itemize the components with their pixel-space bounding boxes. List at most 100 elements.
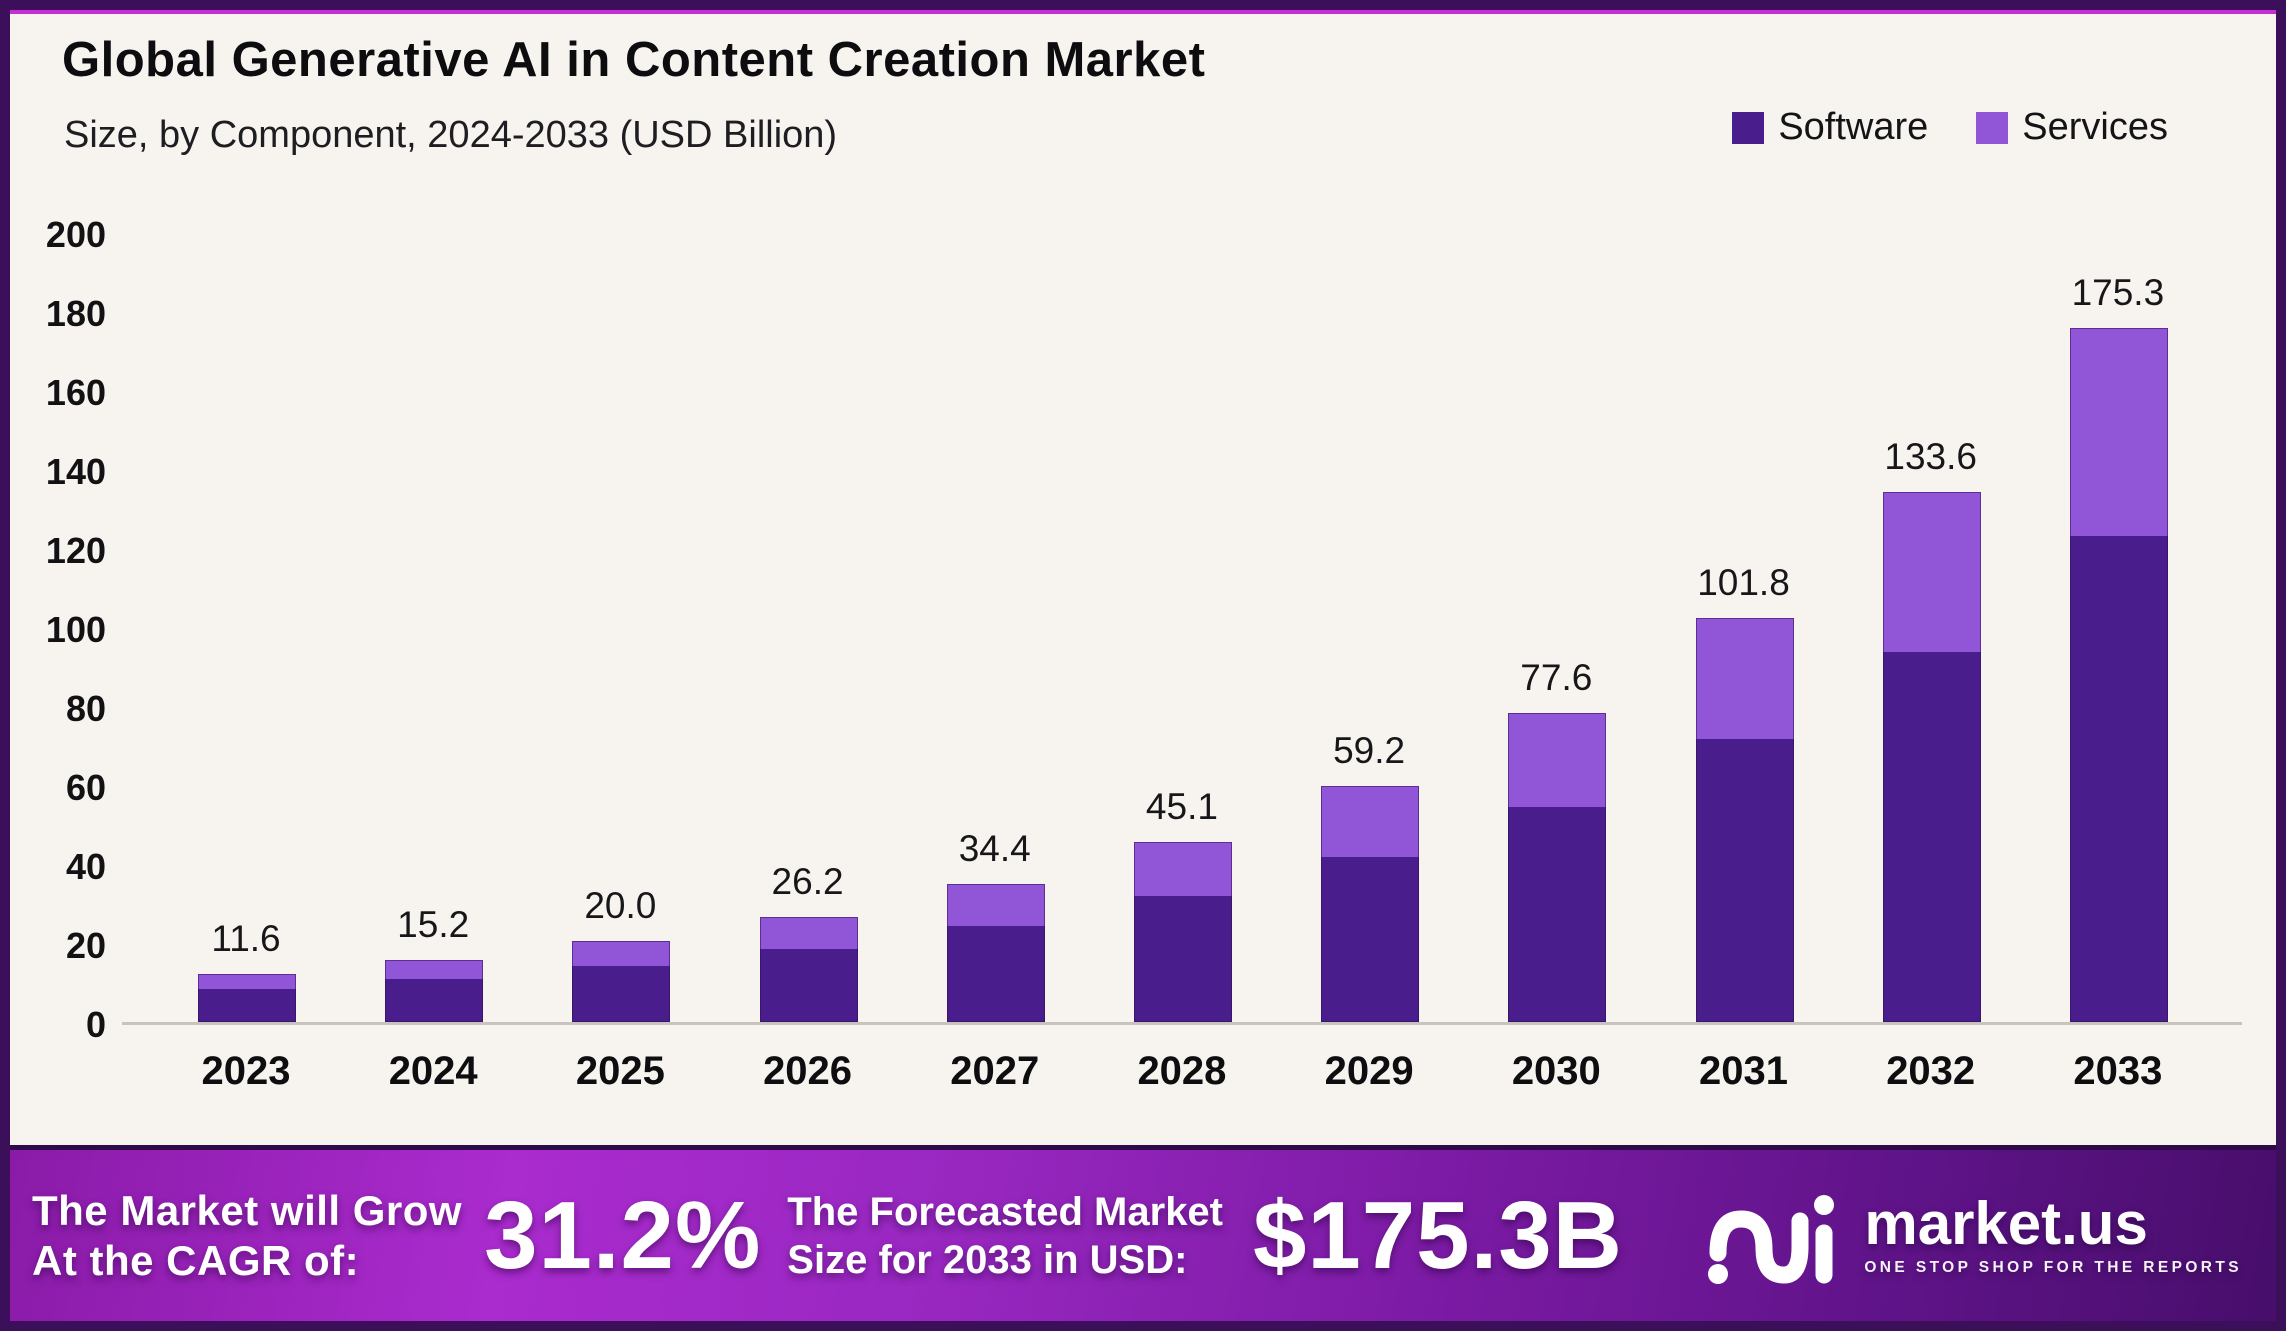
legend-label-services: Services <box>2022 106 2168 148</box>
y-tick-label-140: 140 <box>45 451 106 492</box>
total-label-2030: 77.6 <box>1520 657 1593 699</box>
total-label-2024: 15.2 <box>397 903 470 945</box>
forecast-caption: The Forecasted Market Size for 2033 in U… <box>787 1188 1223 1284</box>
footer-banner: The Market will Grow At the CAGR of: 31.… <box>10 1145 2276 1321</box>
y-axis: 0 20 40 60 80 100 120 140 160 180 200 <box>10 215 118 1045</box>
bar-segment-software-2028 <box>1133 896 1232 1022</box>
bar-stack-2024 <box>385 959 484 1022</box>
bar-group-2028: 45.1 2028 <box>1102 785 1262 1093</box>
bar-segment-services-2027 <box>946 884 1045 926</box>
bar-segment-services-2031 <box>1695 617 1794 740</box>
y-tick-label-60: 60 <box>65 767 106 808</box>
software-swatch-icon <box>1732 111 1765 144</box>
bar-group-2023: 11.6 2023 <box>166 918 326 1093</box>
y-tick-label-40: 40 <box>65 846 106 887</box>
bar-segment-software-2026 <box>759 948 858 1022</box>
bar-segment-software-2024 <box>385 979 484 1022</box>
bar-group-2032: 133.6 2032 <box>1851 436 2011 1093</box>
chart-card: Global Generative AI in Content Creation… <box>10 10 2276 1145</box>
bar-segment-services-2028 <box>1133 841 1232 897</box>
bar-segment-software-2030 <box>1508 806 1607 1022</box>
bar-segment-services-2032 <box>1882 492 1981 652</box>
x-axis-label-2030: 2030 <box>1511 1049 1601 1093</box>
y-tick-label-160: 160 <box>45 372 106 413</box>
plot-area: 11.6 2023 15.2 2024 20.0 2025 26.2 2026 34.4 2027… <box>122 235 2242 1093</box>
page-title: Global Generative AI in Content Creation… <box>62 33 1206 87</box>
bar-stack-2028 <box>1133 841 1232 1022</box>
forecast-value: $175.3B <box>1253 1181 1623 1289</box>
bar-segment-software-2033 <box>2069 536 2168 1022</box>
x-axis-label-2032: 2032 <box>1886 1049 1976 1093</box>
bar-segment-services-2030 <box>1508 713 1607 807</box>
x-axis-label-2023: 2023 <box>201 1049 291 1093</box>
forecast-caption-line1: The Forecasted Market <box>787 1189 1223 1234</box>
y-tick-label-200: 200 <box>45 214 106 255</box>
services-swatch-icon <box>1976 111 2009 144</box>
y-tick-label-180: 180 <box>45 293 106 334</box>
bar-stack-2027 <box>946 884 1045 1022</box>
forecast-caption-line2: Size for 2033 in USD: <box>787 1237 1188 1282</box>
bar-stack-2023 <box>198 974 296 1022</box>
bar-segment-services-2029 <box>1321 786 1420 858</box>
bar-segment-software-2023 <box>198 989 296 1022</box>
bar-stack-2032 <box>1882 492 1981 1022</box>
x-axis-label-2026: 2026 <box>763 1049 853 1093</box>
bar-group-2030: 77.6 2030 <box>1476 657 1636 1093</box>
bar-stack-2033 <box>2069 327 2168 1022</box>
bar-segment-services-2033 <box>2069 327 2168 537</box>
marketus-logo-icon <box>1708 1194 1835 1284</box>
legend: Software Services <box>1732 106 2168 149</box>
brand-name: market.us <box>1864 1189 2148 1257</box>
brand-text: market.us ONE STOP SHOP FOR THE REPORTS <box>1864 1189 2242 1277</box>
x-axis-label-2024: 2024 <box>388 1049 478 1093</box>
y-tick-label-0: 0 <box>85 1004 106 1045</box>
x-axis-label-2028: 2028 <box>1137 1049 1227 1093</box>
bar-stack-2025 <box>572 941 671 1022</box>
cagr-caption: The Market will Grow At the CAGR of: <box>32 1186 462 1286</box>
bar-segment-software-2029 <box>1321 857 1420 1022</box>
cagr-caption-line1: The Market will Grow <box>32 1186 463 1234</box>
bar-group-2026: 26.2 2026 <box>728 860 888 1093</box>
cagr-value: 31.2% <box>484 1181 762 1289</box>
bar-stack-2030 <box>1508 713 1607 1022</box>
bar-group-2029: 59.2 2029 <box>1289 730 1449 1093</box>
brand-tagline: ONE STOP SHOP FOR THE REPORTS <box>1864 1258 2242 1276</box>
bar-chart: 0 20 40 60 80 100 120 140 160 180 200 11.6 2023 15.2… <box>10 215 2276 1093</box>
bar-segment-services-2026 <box>759 916 858 949</box>
total-label-2029: 59.2 <box>1333 730 1406 772</box>
x-axis-label-2031: 2031 <box>1699 1049 1788 1093</box>
total-label-2027: 34.4 <box>958 828 1031 870</box>
y-tick-label-120: 120 <box>45 530 106 571</box>
total-label-2026: 26.2 <box>771 860 844 902</box>
legend-item-services: Services <box>1976 106 2168 149</box>
x-axis-label-2033: 2033 <box>2073 1049 2163 1093</box>
total-label-2028: 45.1 <box>1145 785 1218 827</box>
bar-stack-2026 <box>759 916 858 1022</box>
bar-segment-software-2032 <box>1882 651 1981 1022</box>
bar-group-2027: 34.4 2027 <box>915 828 1075 1093</box>
page-subtitle: Size, by Component, 2024-2033 (USD Billi… <box>64 114 838 156</box>
x-axis-label-2027: 2027 <box>950 1049 1040 1093</box>
total-label-2023: 11.6 <box>211 918 281 960</box>
bar-segment-services-2025 <box>572 941 671 966</box>
bar-stack-2031 <box>1695 617 1794 1022</box>
bars-container: 11.6 2023 15.2 2024 20.0 2025 26.2 2026 34.4 2027… <box>122 235 2242 1093</box>
total-label-2031: 101.8 <box>1697 561 1790 603</box>
x-axis-label-2029: 2029 <box>1324 1049 1414 1093</box>
y-tick-label-20: 20 <box>65 925 106 966</box>
top-accent-line <box>10 10 2276 14</box>
bar-group-2024: 15.2 2024 <box>353 903 513 1093</box>
bar-stack-2029 <box>1321 786 1420 1022</box>
bar-segment-services-2023 <box>198 974 296 990</box>
bar-segment-software-2031 <box>1695 739 1794 1022</box>
bar-group-2031: 101.8 2031 <box>1664 561 1824 1093</box>
total-label-2033: 175.3 <box>2071 271 2165 313</box>
bar-segment-software-2025 <box>572 965 671 1022</box>
total-label-2025: 20.0 <box>584 885 657 927</box>
legend-item-software: Software <box>1732 106 1928 149</box>
total-label-2032: 133.6 <box>1884 436 1977 478</box>
y-tick-label-100: 100 <box>45 609 106 650</box>
bar-group-2033: 175.3 2033 <box>2038 271 2198 1093</box>
legend-label-software: Software <box>1778 106 1929 148</box>
